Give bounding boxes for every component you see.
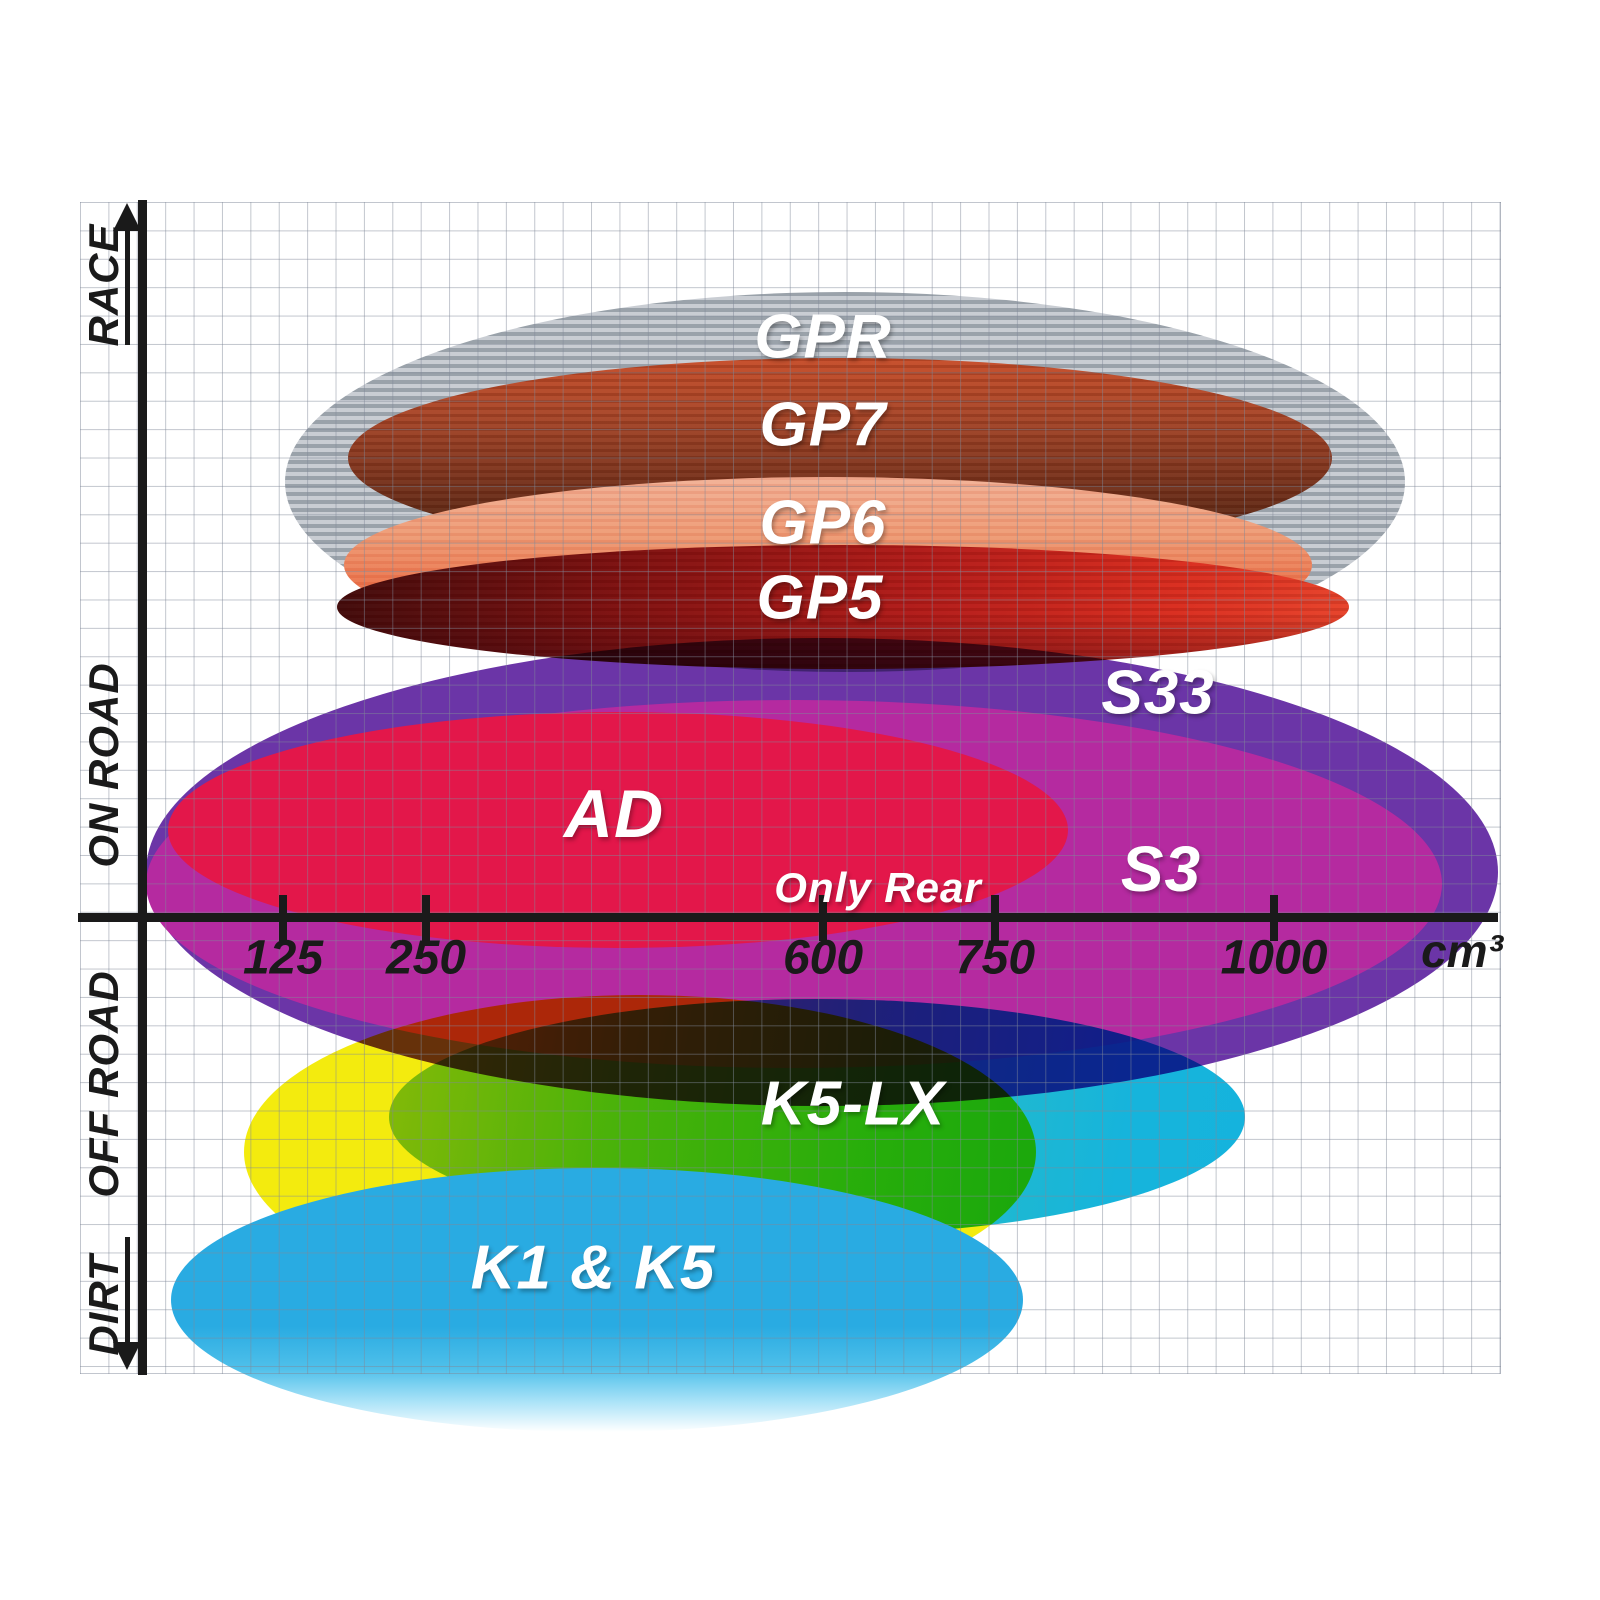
y-axis-line xyxy=(138,200,147,1375)
label-gp7: GP7 xyxy=(759,390,887,460)
y-label-off-road: OFF ROAD xyxy=(80,970,127,1198)
label-k1k5: K1 & K5 xyxy=(470,1233,716,1303)
label-gp5: GP5 xyxy=(756,563,884,633)
race-arrow-up-head-icon xyxy=(113,203,141,231)
x-tick-750 xyxy=(991,895,999,941)
x-axis-unit-label: cm³ xyxy=(1421,925,1503,977)
y-label-dirt: DIRT xyxy=(80,1254,127,1356)
label-gp6: GP6 xyxy=(759,488,887,558)
label-only-rear: Only Rear xyxy=(774,864,982,911)
label-k5lx: K5-LX xyxy=(760,1069,946,1139)
x-tick-label-1000: 1000 xyxy=(1220,931,1328,985)
label-s33: S33 xyxy=(1101,658,1215,728)
dirt-arrow-down-head-icon xyxy=(113,1342,141,1370)
race-arrow-up-icon xyxy=(125,228,130,345)
x-tick-125 xyxy=(279,895,287,941)
y-label-on-road: ON ROAD xyxy=(80,662,127,868)
x-axis-line xyxy=(78,913,1498,922)
x-tick-label-750: 750 xyxy=(954,931,1036,985)
x-tick-label-600: 600 xyxy=(782,931,864,985)
y-label-race: RACE xyxy=(80,223,127,347)
label-s3: S3 xyxy=(1120,833,1202,905)
x-tick-label-125: 125 xyxy=(242,931,324,985)
dirt-arrow-down-icon xyxy=(125,1237,130,1342)
x-tick-600 xyxy=(819,895,827,941)
ellipse-k1k5 xyxy=(171,1168,1023,1432)
x-tick-label-250: 250 xyxy=(385,931,467,985)
x-tick-1000 xyxy=(1270,895,1278,941)
ellipse-ad xyxy=(168,712,1068,948)
label-ad: AD xyxy=(563,776,665,852)
label-gpr: GPR xyxy=(754,302,892,372)
x-tick-250 xyxy=(422,895,430,941)
